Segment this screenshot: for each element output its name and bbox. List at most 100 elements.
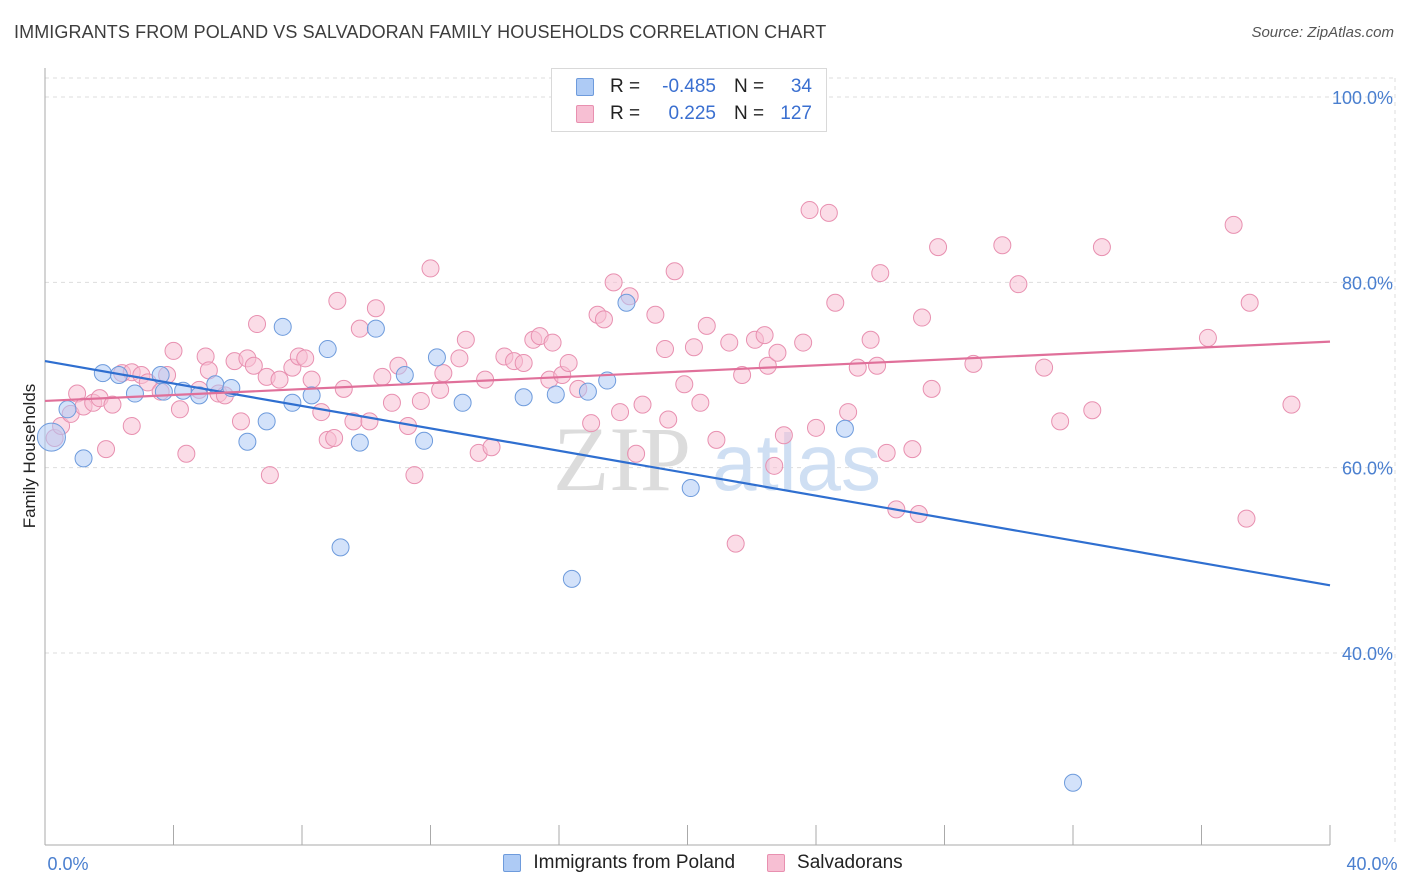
data-point [434,364,453,383]
data-point [302,386,321,405]
data-point [164,341,183,360]
y-axis-label: Family Households [20,384,39,529]
data-point [231,412,250,431]
data-point [848,358,867,377]
data-point [312,403,331,422]
data-point [273,317,292,336]
data-point [453,393,472,412]
data-point [244,356,263,375]
data-point [1092,238,1111,257]
data-point [807,418,825,437]
legend-swatch-blue [576,78,594,96]
legend-n-value: 34 [790,76,812,97]
data-point [103,395,122,414]
data-point [659,410,678,429]
data-point [646,305,665,324]
data-point [482,438,501,457]
data-point [97,440,116,459]
data-point [366,319,385,338]
series-swatch-blue [503,854,522,872]
legend-row-salvadorans: R = 0.225 N = 127 [576,102,812,126]
data-point [328,291,347,310]
data-point [58,400,77,419]
series-swatch-pink [767,854,786,872]
data-point [617,293,636,312]
data-point [190,386,209,405]
data-point [1051,412,1070,431]
data-point [350,433,369,452]
data-point [765,456,784,475]
data-point [366,299,385,318]
data-point [627,444,646,463]
data-point [318,340,337,359]
data-point [913,308,932,327]
data-point [720,333,739,352]
data-point [877,443,896,462]
data-point [248,315,267,334]
series-legend-label: Immigrants from Poland [533,852,736,873]
data-point [543,333,562,352]
trend-lines [44,340,1331,587]
data-point [755,326,774,345]
data-point [675,375,694,394]
data-point [707,430,726,449]
data-point [611,403,630,422]
data-point [546,385,565,404]
data-point [578,382,597,401]
data-point [36,422,66,452]
legend-r-label: R = [610,76,641,97]
data-point [582,414,601,433]
data-point [122,416,141,435]
data-point [1198,328,1217,347]
data-point [594,310,613,329]
chart-title: IMMIGRANTS FROM POLAND VS SALVADORAN FAM… [14,22,827,42]
data-point [835,419,854,438]
series-legend-poland: Immigrants from Poland [503,852,735,874]
data-point [270,370,289,389]
data-point [382,393,401,412]
data-point [411,391,430,410]
legend-r-label: R = [610,103,641,124]
data-point [697,316,716,335]
x-tick-label: 40.0% [1346,854,1397,874]
data-point [514,353,533,372]
data-point [839,403,858,422]
data-point [450,349,469,368]
legend-n-label: N = [734,103,765,124]
legend-r-value: -0.485 [662,76,716,97]
data-point [559,353,578,372]
data-point [334,379,353,398]
data-point [331,538,350,557]
salvadorans-points [45,201,1301,553]
data-point [1282,395,1301,414]
data-point [421,259,440,278]
data-point [373,367,392,386]
data-point [154,382,173,401]
series-legend-label: Salvadorans [797,852,903,873]
y-tick-label: 80.0% [1342,273,1393,293]
data-point [774,426,793,445]
data-point [826,293,845,312]
data-point [170,400,189,419]
data-point [1009,275,1028,294]
data-point [922,379,941,398]
data-point [360,412,379,431]
data-point [929,238,948,257]
data-point [861,330,880,349]
data-point [903,440,922,459]
data-point [768,343,787,362]
data-point [726,534,745,553]
data-point [733,366,752,384]
data-point [691,393,710,412]
trend-line [44,340,1331,403]
legend-row-poland: R = -0.485 N = 34 [576,75,812,99]
axes [44,68,1331,846]
trend-line [44,360,1331,587]
data-point [633,395,652,414]
data-point [405,466,424,485]
data-point [604,273,623,292]
data-point [964,354,983,373]
data-point [598,371,617,390]
data-point [1224,215,1243,234]
data-point [1240,293,1259,312]
